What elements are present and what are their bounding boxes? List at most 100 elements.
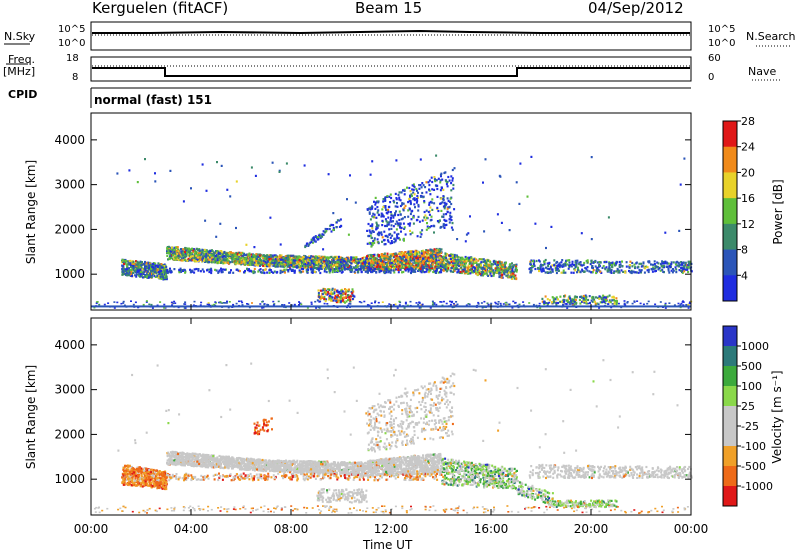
range-gate-cell bbox=[445, 266, 448, 269]
range-gate-cell bbox=[295, 264, 298, 268]
range-gate-cell bbox=[439, 179, 442, 182]
range-gate-cell bbox=[275, 257, 278, 260]
range-gate-cell bbox=[240, 260, 243, 263]
range-gate-cell bbox=[428, 262, 430, 265]
range-gate-cell bbox=[392, 260, 395, 263]
range-gate-cell bbox=[188, 256, 191, 259]
range-gate-cell bbox=[415, 253, 418, 256]
range-gate-cell bbox=[298, 264, 301, 267]
range-gate-cell bbox=[301, 260, 304, 264]
range-gate-cell bbox=[230, 257, 233, 260]
range-gate-cell bbox=[475, 261, 478, 264]
range-gate-cell bbox=[139, 263, 142, 266]
range-gate-cell bbox=[311, 271, 314, 274]
range-gate-cell bbox=[416, 256, 419, 259]
range-gate-cell bbox=[252, 254, 255, 257]
range-gate-cell bbox=[293, 261, 296, 264]
range-gate-cell bbox=[160, 263, 163, 266]
range-gate-cell bbox=[275, 255, 278, 258]
range-gate-cell bbox=[188, 254, 191, 257]
range-gate-cell bbox=[235, 268, 238, 271]
range-gate-cell bbox=[469, 268, 472, 272]
range-gate-cell bbox=[201, 248, 204, 251]
range-gate-cell bbox=[289, 261, 292, 264]
range-gate-cell bbox=[329, 293, 332, 296]
range-gate-cell bbox=[436, 187, 439, 191]
range-gate-cell bbox=[289, 258, 292, 261]
range-gate-cell bbox=[302, 255, 305, 258]
range-gate-cell bbox=[250, 258, 253, 261]
range-gate-cell bbox=[221, 253, 224, 256]
range-gate-cell bbox=[293, 263, 296, 267]
range-gate-cell bbox=[249, 257, 252, 260]
range-gate-cell bbox=[330, 262, 333, 265]
range-gate-cell bbox=[399, 261, 402, 264]
range-gate-cell bbox=[135, 275, 138, 278]
range-gate-cell bbox=[348, 288, 350, 291]
range-gate-cell bbox=[410, 263, 413, 266]
range-gate-cell bbox=[492, 263, 495, 266]
range-gate-cell bbox=[154, 267, 157, 270]
range-gate-cell bbox=[386, 252, 389, 255]
range-gate-cell bbox=[402, 265, 405, 268]
range-gate-cell bbox=[147, 266, 150, 270]
range-gate-cell bbox=[498, 268, 501, 271]
range-gate-cell bbox=[397, 258, 400, 261]
range-gate-cell bbox=[444, 252, 447, 255]
range-gate-cell bbox=[327, 258, 330, 261]
range-gate-cell bbox=[505, 274, 508, 277]
range-gate-cell bbox=[276, 263, 279, 266]
range-gate-cell bbox=[489, 261, 492, 264]
range-gate-cell bbox=[372, 212, 375, 215]
range-gate-cell bbox=[233, 258, 236, 261]
range-gate-cell bbox=[332, 226, 335, 230]
range-gate-cell bbox=[438, 259, 441, 262]
range-gate-cell bbox=[482, 269, 485, 272]
range-gate-cell bbox=[385, 257, 388, 260]
range-gate-cell bbox=[340, 265, 343, 268]
range-gate-cell bbox=[394, 256, 397, 259]
range-gate-cell bbox=[281, 269, 284, 272]
range-gate-cell bbox=[411, 184, 414, 187]
range-gate-cell bbox=[264, 258, 267, 261]
range-gate-cell bbox=[139, 268, 142, 271]
range-gate-cell bbox=[379, 262, 382, 265]
range-gate-cell bbox=[514, 269, 517, 272]
range-gate-cell bbox=[198, 256, 201, 259]
range-gate-cell bbox=[344, 260, 347, 263]
range-gate-cell bbox=[261, 262, 264, 265]
range-gate-cell bbox=[293, 271, 296, 274]
range-gate-cell bbox=[500, 261, 503, 264]
range-gate-cell bbox=[378, 271, 381, 274]
range-gate-cell bbox=[387, 258, 390, 261]
range-gate-cell bbox=[395, 254, 398, 257]
range-gate-cell bbox=[163, 268, 166, 271]
range-gate-cell bbox=[423, 271, 426, 274]
range-gate-cell bbox=[496, 265, 499, 268]
range-gate-cell bbox=[449, 263, 452, 266]
range-gate-cell bbox=[328, 271, 331, 274]
range-gate-cell bbox=[257, 259, 260, 262]
range-gate-cell bbox=[412, 250, 415, 253]
range-gate-cell bbox=[511, 272, 514, 275]
range-gate-cell bbox=[446, 211, 449, 214]
range-gate-cell bbox=[650, 263, 652, 266]
range-gate-cell bbox=[439, 261, 442, 264]
range-gate-cell bbox=[257, 255, 260, 259]
range-gate-cell bbox=[334, 269, 337, 273]
range-gate-cell bbox=[429, 193, 432, 196]
range-gate-cell bbox=[429, 260, 432, 263]
range-gate-cell bbox=[343, 268, 346, 271]
freq-label-1: Freq. bbox=[8, 53, 36, 66]
range-gate-cell bbox=[331, 296, 334, 299]
range-gate-cell bbox=[136, 270, 139, 273]
range-gate-cell bbox=[447, 267, 449, 270]
range-gate-cell bbox=[181, 249, 184, 252]
range-gate-cell bbox=[392, 262, 395, 265]
range-gate-cell bbox=[285, 257, 288, 260]
range-gate-cell bbox=[324, 227, 327, 231]
range-gate-cell bbox=[374, 203, 377, 206]
range-gate-cell bbox=[307, 264, 310, 268]
range-gate-cell bbox=[562, 271, 565, 274]
range-gate-cell bbox=[395, 258, 398, 261]
